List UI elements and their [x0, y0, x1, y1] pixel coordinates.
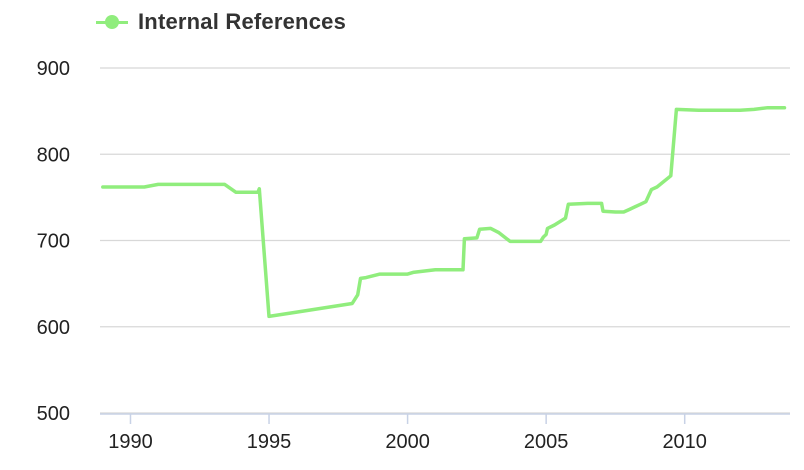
legend-dot — [105, 15, 119, 29]
x-axis — [100, 413, 790, 424]
legend-label: Internal References — [138, 9, 346, 34]
y-tick-label: 800 — [37, 144, 70, 166]
series-layer — [101, 105, 787, 319]
x-tick-label: 2005 — [524, 431, 569, 453]
legend-item-internal-references[interactable]: Internal References — [96, 8, 346, 36]
y-tick-label: 900 — [37, 58, 70, 80]
x-tick-label: 2000 — [385, 431, 430, 453]
x-axis-labels: 1990 1995 2000 2005 2010 — [108, 431, 707, 453]
y-axis-labels: 500 600 700 800 900 — [37, 58, 70, 425]
x-tick-label: 1990 — [108, 431, 153, 453]
x-tick-label: 1995 — [247, 431, 292, 453]
gridlines — [100, 67, 790, 414]
y-tick-label: 700 — [37, 231, 70, 253]
y-tick-label: 500 — [37, 403, 70, 425]
x-tick-label: 2010 — [662, 431, 707, 453]
series-line-internal-references[interactable] — [101, 105, 787, 319]
y-tick-label: 600 — [37, 317, 70, 339]
legend-marker-icon — [96, 8, 128, 36]
